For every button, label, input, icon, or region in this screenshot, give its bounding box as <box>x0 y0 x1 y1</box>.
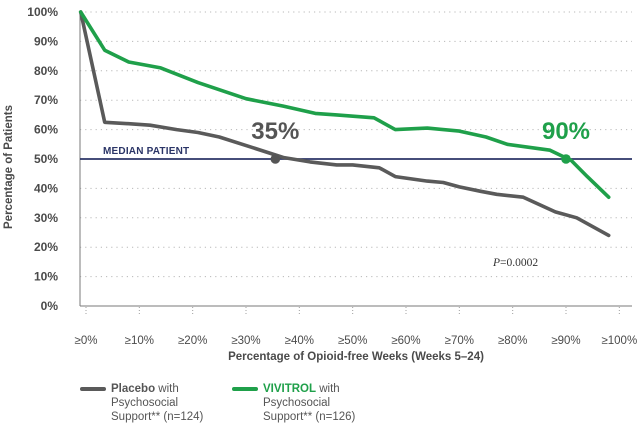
legend-suffix-placebo: with <box>155 383 179 395</box>
x-tick-label: ≥100% <box>601 335 637 347</box>
p-value: P=0.0002 <box>492 257 538 269</box>
x-tick-label: ≥90% <box>551 335 580 347</box>
x-tick-label: ≥80% <box>498 335 527 347</box>
legend-line3-placebo: Support** (n=124) <box>111 411 204 423</box>
x-tick-label: ≥40% <box>285 335 314 347</box>
legend-vivitrol: VIVITROL with Psychosocial Support** (n=… <box>232 382 422 426</box>
x-axis-title: Percentage of Opioid-free Weeks (Weeks 5… <box>228 351 484 363</box>
x-axis-ticks: ≥0% ≥10% ≥20% ≥30% ≥40% ≥50% ≥60% ≥70% ≥80% ≥90% ≥… <box>75 307 637 347</box>
median-label: MEDIAN PATIENT <box>103 146 189 157</box>
y-tick-label: 20% <box>34 240 58 254</box>
legend-swatch-vivitrol <box>232 387 258 391</box>
legend-text-vivitrol: VIVITROL with Psychosocial Support** (n=… <box>263 382 355 424</box>
legend-name-vivitrol: VIVITROL <box>263 383 317 395</box>
median-crossing-dot <box>561 154 571 164</box>
y-tick-label: 0% <box>41 299 59 313</box>
y-axis-ticks: 100% 90% 80% 70% 60% 50% 40% 30% 20% 10% 0% <box>27 5 58 313</box>
legend-swatch-placebo <box>80 387 106 391</box>
legend-placebo: Placebo with Psychosocial Support** (n=1… <box>80 382 270 426</box>
y-tick-label: 70% <box>34 93 58 107</box>
x-tick-label: ≥60% <box>391 335 420 347</box>
p-value-number: =0.0002 <box>500 257 538 269</box>
callout-label: 90% <box>542 118 590 145</box>
y-tick-label: 50% <box>34 152 58 166</box>
legend-line2-vivitrol: Psychosocial <box>263 397 331 409</box>
y-tick-label: 100% <box>27 5 58 19</box>
x-tick-label: ≥30% <box>231 335 260 347</box>
x-tick-label: ≥50% <box>338 335 367 347</box>
median-crossing-dot <box>270 154 281 164</box>
y-tick-label: 30% <box>34 211 58 225</box>
x-tick-label: ≥70% <box>445 335 474 347</box>
x-tick-label: ≥0% <box>75 335 98 347</box>
y-tick-label: 80% <box>34 64 58 78</box>
x-tick-label: ≥20% <box>178 335 207 347</box>
series-group <box>78 10 611 238</box>
p-value-symbol: P <box>492 257 500 269</box>
legend-suffix-vivitrol: with <box>316 383 340 395</box>
annotations: 35% 90% <box>251 118 590 164</box>
series-line-vivitrol <box>78 10 611 199</box>
callout-label: 35% <box>251 118 299 145</box>
legend-line3-vivitrol: Support** (n=126) <box>263 411 356 423</box>
y-tick-label: 90% <box>34 34 58 48</box>
y-tick-label: 40% <box>34 181 58 195</box>
y-tick-label: 10% <box>34 270 58 284</box>
legend-line2-placebo: Psychosocial <box>111 397 179 409</box>
x-tick-label: ≥10% <box>125 335 154 347</box>
series-line-placebo <box>78 10 611 238</box>
legend-text-placebo: Placebo with Psychosocial Support** (n=1… <box>111 382 203 424</box>
y-axis-title: Percentage of Patients <box>3 105 15 229</box>
legend-name-placebo: Placebo <box>111 383 156 395</box>
y-tick-label: 60% <box>34 123 58 137</box>
